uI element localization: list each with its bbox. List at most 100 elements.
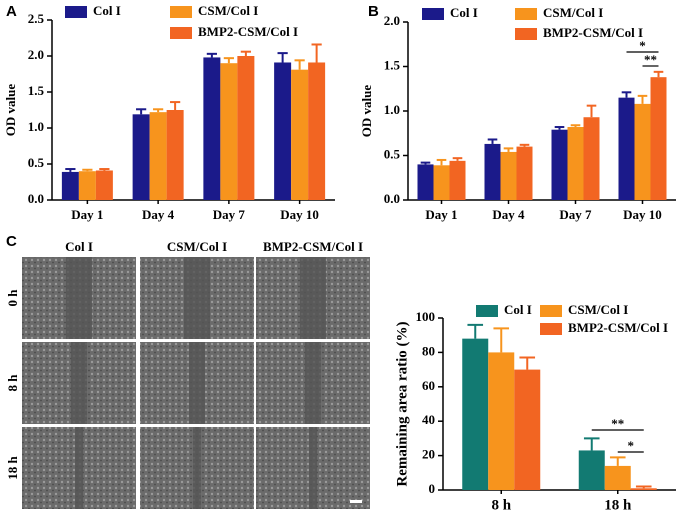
bar xyxy=(516,146,533,200)
bar xyxy=(583,117,600,200)
y-tick-label: 2.0 xyxy=(28,47,44,62)
error-bar xyxy=(570,124,581,128)
y-tick-label: 60 xyxy=(422,378,435,393)
error-bar xyxy=(240,50,251,56)
scale-bar xyxy=(350,500,362,503)
x-tick-label: Day 1 xyxy=(71,207,103,222)
column-label: CSM/Col I xyxy=(167,239,227,254)
bar xyxy=(500,151,517,200)
x-tick-label: Day 10 xyxy=(280,207,319,222)
y-axis-label: OD value xyxy=(359,85,374,138)
y-tick-label: 2.5 xyxy=(28,11,45,26)
error-bar xyxy=(621,91,632,98)
error-bar xyxy=(467,323,484,339)
legend-label: CSM/Col I xyxy=(543,5,603,20)
x-tick-label: Day 7 xyxy=(559,207,592,222)
legend-label: BMP2-CSM/Col I xyxy=(543,25,643,40)
y-tick-label: 100 xyxy=(416,309,436,324)
panel-label: A xyxy=(6,3,17,20)
x-tick-label: Day 4 xyxy=(492,207,525,222)
legend-label: BMP2-CSM/Col I xyxy=(568,320,668,335)
bar xyxy=(220,63,238,201)
y-tick-label: 0 xyxy=(429,481,436,496)
bar xyxy=(634,103,651,200)
bar xyxy=(551,129,568,200)
y-tick-label: 40 xyxy=(422,412,435,427)
y-tick-label: 1.0 xyxy=(384,102,400,117)
y-tick-label: 1.5 xyxy=(384,57,401,72)
wound-gap xyxy=(75,427,83,509)
bar xyxy=(61,171,79,200)
error-bar xyxy=(583,437,600,451)
error-bar xyxy=(653,70,664,78)
error-bar xyxy=(452,157,463,161)
bar xyxy=(604,465,631,490)
legend-swatch xyxy=(540,323,562,335)
bar xyxy=(274,62,292,201)
legend-swatch xyxy=(170,6,192,18)
x-tick-label: 18 h xyxy=(604,497,632,513)
x-tick-label: 8 h xyxy=(491,497,511,513)
error-bar xyxy=(206,52,217,58)
x-tick-label: Day 4 xyxy=(142,207,175,222)
legend-label: CSM/Col I xyxy=(198,3,258,18)
row-label: 8 h xyxy=(5,374,20,392)
y-tick-label: 0.0 xyxy=(28,191,44,206)
error-bar xyxy=(519,143,530,147)
bar xyxy=(650,77,667,200)
bar xyxy=(488,352,515,490)
error-bar xyxy=(420,161,431,165)
y-tick-label: 1.0 xyxy=(28,119,44,134)
legend-swatch xyxy=(65,6,87,18)
bar xyxy=(462,338,489,490)
row-label: 0 h xyxy=(5,289,20,307)
legend-swatch xyxy=(515,8,537,20)
y-tick-label: 0.5 xyxy=(384,146,401,161)
row-label: 18 h xyxy=(5,455,20,479)
error-bar xyxy=(487,138,498,144)
bar xyxy=(449,160,466,200)
bar xyxy=(514,369,541,490)
error-bar xyxy=(635,485,652,489)
wound-gap xyxy=(71,342,87,424)
legend-swatch xyxy=(515,28,537,40)
legend-label: Col I xyxy=(450,5,478,20)
legend-label: CSM/Col I xyxy=(568,302,628,317)
wound-gap xyxy=(66,257,92,339)
legend-swatch xyxy=(170,27,192,39)
wound-gap xyxy=(193,427,201,509)
wound-gap xyxy=(309,427,317,509)
error-bar xyxy=(436,158,447,166)
bar xyxy=(132,114,150,200)
bar xyxy=(308,62,326,201)
bar xyxy=(630,488,657,490)
error-bar xyxy=(136,108,147,115)
column-label: BMP2-CSM/Col I xyxy=(263,239,363,254)
error-bar xyxy=(65,168,76,172)
bar xyxy=(484,143,501,200)
legend-label: Col I xyxy=(504,302,532,317)
significance-label: * xyxy=(628,438,635,453)
y-tick-label: 2.0 xyxy=(384,13,400,28)
bar xyxy=(578,450,605,490)
error-bar xyxy=(294,59,305,70)
wound-gap xyxy=(184,257,210,339)
significance-label: ** xyxy=(644,52,657,67)
bar xyxy=(78,171,96,200)
y-tick-label: 80 xyxy=(422,343,435,358)
wound-gap xyxy=(189,342,205,424)
error-bar xyxy=(519,356,536,370)
legend-label: Col I xyxy=(93,3,121,18)
bar xyxy=(618,97,635,200)
wound-gap xyxy=(305,342,321,424)
wound-gap xyxy=(300,257,326,339)
y-axis-label: Remaining area ratio (%) xyxy=(394,321,410,486)
error-bar xyxy=(503,147,514,152)
error-bar xyxy=(277,52,288,63)
y-tick-label: 0.5 xyxy=(28,155,45,170)
significance-label: ** xyxy=(611,416,624,431)
error-bar xyxy=(311,43,322,63)
x-tick-label: Day 7 xyxy=(213,207,246,222)
y-tick-label: 1.5 xyxy=(28,83,45,98)
